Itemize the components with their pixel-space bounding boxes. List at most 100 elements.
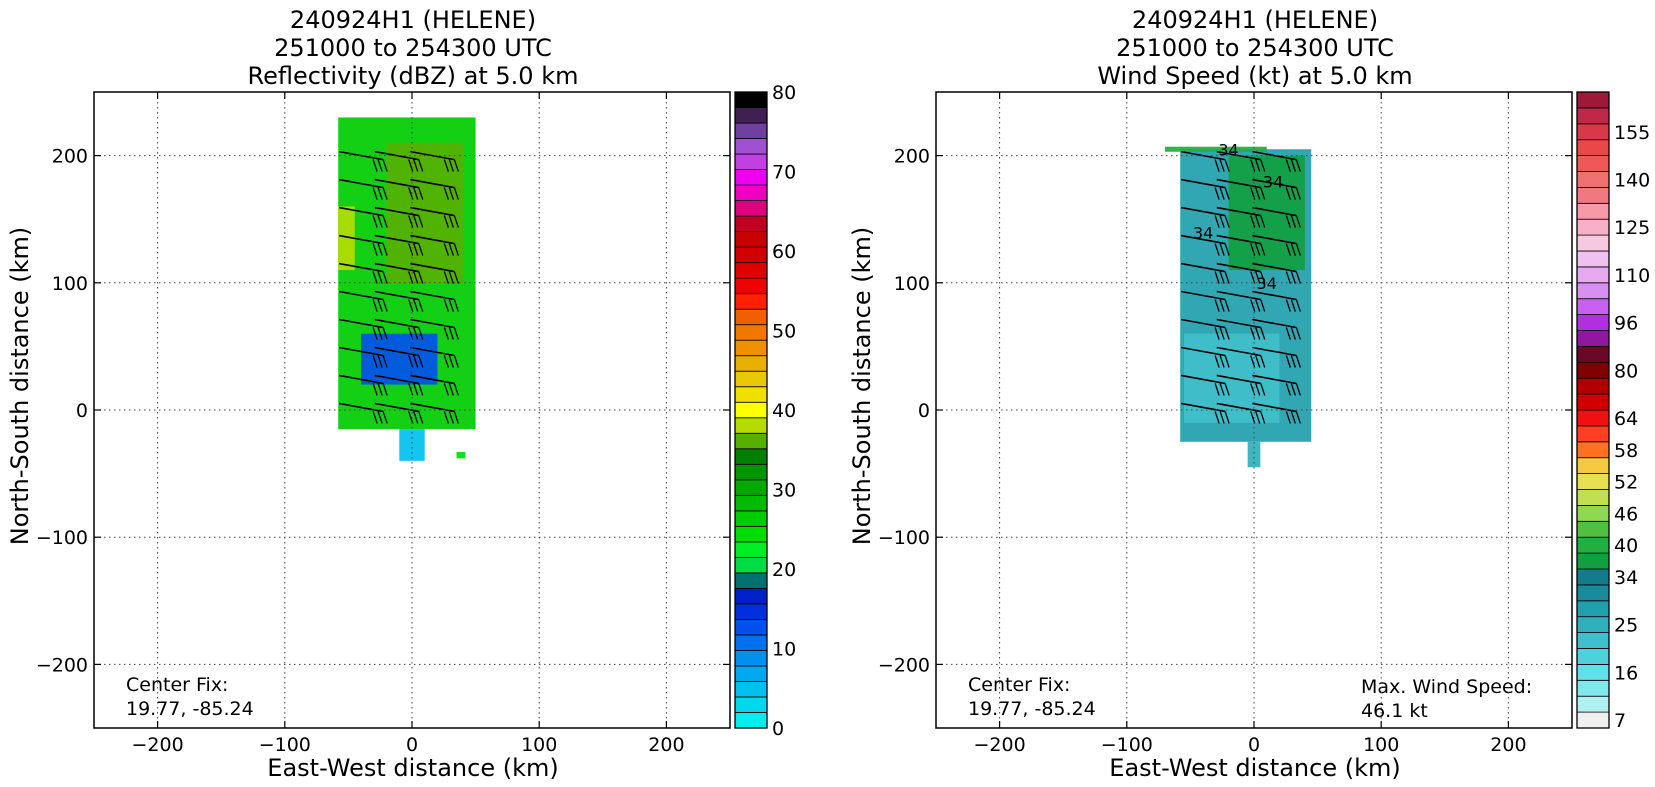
wind-barb-13 bbox=[1216, 262, 1266, 284]
wind-barb-22 bbox=[374, 346, 424, 368]
wind-barb-16 bbox=[1216, 290, 1266, 312]
panel0-title-line3: Reflectivity (dBZ) at 5.0 km bbox=[248, 62, 579, 90]
wind-barb-14 bbox=[1252, 262, 1301, 284]
panel1-centerfix-line2: 19.77, -85.24 bbox=[968, 698, 1096, 720]
panel1-title-line3: Wind Speed (kt) at 5.0 km bbox=[1097, 62, 1412, 90]
colorbar-bin-37 bbox=[1576, 123, 1610, 141]
wind-barb-2 bbox=[1252, 150, 1301, 172]
colorbar-bin-14 bbox=[1576, 489, 1610, 506]
colorbar-tick-label-10: 96 bbox=[1614, 313, 1638, 335]
wind-barb-26 bbox=[410, 374, 459, 396]
colorbar-bin-32 bbox=[734, 215, 768, 233]
ytick-label-0: −200 bbox=[36, 654, 88, 676]
colorbar-bin-8 bbox=[734, 587, 768, 605]
colorbar-bin-15 bbox=[1576, 473, 1610, 490]
wind-barb-5 bbox=[1252, 178, 1301, 200]
ytick-label-0: −200 bbox=[878, 654, 930, 676]
colorbar-bin-3 bbox=[734, 665, 768, 682]
wind-barb-0 bbox=[1180, 150, 1230, 172]
colorbar-bin-36 bbox=[734, 153, 768, 170]
contour-label-0: 34 bbox=[1218, 141, 1238, 160]
xtick-label-0: −200 bbox=[132, 734, 184, 756]
xtick-label-2: 0 bbox=[406, 734, 418, 756]
wind-barb-10 bbox=[374, 234, 424, 256]
panel1-centerfix-line1: Center Fix: bbox=[968, 674, 1070, 696]
ytick-label-4: 200 bbox=[52, 146, 88, 168]
wind-barb-3 bbox=[338, 178, 388, 200]
xtick-label-4: 200 bbox=[1490, 734, 1526, 756]
colorbar-bin-1 bbox=[1576, 695, 1610, 713]
panel0-xlabel: East-West distance (km) bbox=[267, 754, 558, 782]
wind-barb-29 bbox=[410, 402, 459, 424]
colorbar-bin-34 bbox=[734, 184, 768, 201]
ytick-label-2: 0 bbox=[76, 400, 88, 422]
colorbar-bin-17 bbox=[1576, 441, 1610, 459]
wind-barb-7 bbox=[1216, 206, 1266, 228]
ytick-label-4: 200 bbox=[894, 146, 930, 168]
wind-barb-14 bbox=[410, 262, 459, 284]
wind-barb-27 bbox=[338, 402, 388, 424]
wind-barb-24 bbox=[338, 374, 388, 396]
panel0-ylabel: North-South distance (km) bbox=[6, 227, 34, 546]
colorbar-bin-37 bbox=[734, 138, 768, 155]
colorbar-tick-label-7: 58 bbox=[1614, 440, 1638, 462]
colorbar-bin-33 bbox=[1576, 186, 1610, 204]
colorbar-bin-11 bbox=[1576, 536, 1610, 554]
colorbar-bin-12 bbox=[1576, 520, 1610, 538]
colorbar-bin-0 bbox=[1576, 711, 1610, 729]
wind-barb-12 bbox=[338, 262, 388, 284]
field-region-2 bbox=[338, 206, 355, 271]
wind-barb-19 bbox=[1216, 318, 1266, 340]
wind-barb-5 bbox=[410, 178, 459, 200]
wind-barb-1 bbox=[1216, 150, 1266, 172]
colorbar-bin-38 bbox=[734, 122, 768, 139]
colorbar-tick-label-4: 40 bbox=[1614, 535, 1638, 557]
colorbar-bin-12 bbox=[734, 525, 768, 543]
colorbar-bin-3 bbox=[1576, 664, 1610, 681]
colorbar-tick-label-8: 64 bbox=[1614, 408, 1638, 430]
colorbar-bin-23 bbox=[734, 355, 768, 372]
colorbar-bin-22 bbox=[1576, 361, 1610, 379]
field-region-4 bbox=[399, 429, 425, 461]
wind-barb-12 bbox=[1180, 262, 1230, 284]
colorbar-bin-39 bbox=[1576, 91, 1610, 109]
wind-barb-3 bbox=[1180, 178, 1230, 200]
colorbar-bin-34 bbox=[1576, 171, 1610, 188]
colorbar-tick-label-3: 30 bbox=[772, 480, 796, 502]
colorbar-bin-1 bbox=[734, 696, 768, 713]
wind-barb-27 bbox=[1180, 402, 1230, 424]
colorbar-bin-28 bbox=[1576, 266, 1610, 284]
ytick-label-1: −100 bbox=[36, 527, 88, 549]
colorbar-tick-label-8: 80 bbox=[772, 82, 796, 104]
colorbar-bin-30 bbox=[1576, 234, 1610, 252]
wind-barb-6 bbox=[1180, 206, 1230, 228]
colorbar-bin-17 bbox=[734, 448, 768, 465]
colorbar-tick-label-0: 7 bbox=[1614, 710, 1626, 732]
colorbar-tick-label-1: 10 bbox=[772, 639, 796, 661]
wind-barb-9 bbox=[338, 234, 388, 256]
colorbar-bin-9 bbox=[1576, 568, 1610, 586]
colorbar-bin-18 bbox=[1576, 425, 1610, 443]
colorbar-bin-24 bbox=[1576, 330, 1610, 347]
colorbar-bin-16 bbox=[734, 463, 768, 481]
colorbar-bin-9 bbox=[734, 572, 768, 589]
wind-barb-21 bbox=[338, 346, 388, 368]
wind-barb-25 bbox=[374, 374, 424, 396]
wind-barb-10 bbox=[1216, 234, 1266, 256]
colorbar-bin-21 bbox=[1576, 377, 1610, 395]
wind-barb-28 bbox=[374, 402, 424, 424]
colorbar-bin-21 bbox=[734, 386, 768, 403]
colorbar-bin-4 bbox=[1576, 648, 1610, 665]
colorbar-tick-label-2: 20 bbox=[772, 559, 796, 581]
contour-label-1: 34 bbox=[1263, 172, 1283, 191]
colorbar-bin-16 bbox=[1576, 457, 1610, 475]
field-region-5 bbox=[456, 451, 466, 459]
contour-label-2: 34 bbox=[1193, 223, 1213, 242]
colorbar-tick-label-11: 110 bbox=[1614, 265, 1650, 287]
colorbar-bin-18 bbox=[734, 432, 768, 450]
colorbar-bin-10 bbox=[734, 556, 768, 574]
colorbar-bin-35 bbox=[734, 169, 768, 186]
wind-barb-0 bbox=[338, 150, 388, 172]
colorbar-tick-label-3: 34 bbox=[1614, 567, 1638, 589]
